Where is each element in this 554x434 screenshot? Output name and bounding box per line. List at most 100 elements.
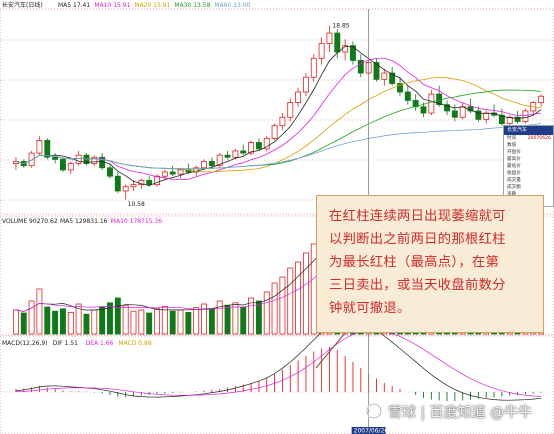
data-window-key: 开盘价 [507, 150, 521, 155]
data-window-rows: 时间 20070626 数值开盘价最高价最低价收盘价成交量成交额涨跌 [504, 135, 553, 198]
data-window-value: 20070626 [527, 136, 551, 141]
annotation-line: 为最长红柱（最高点），在第 [329, 255, 500, 270]
candle-body-40 [326, 32, 333, 44]
candle-body-50 [404, 91, 411, 101]
volume-bar-18 [154, 308, 160, 335]
snowball-logo-icon [366, 403, 382, 419]
candle-body-15 [130, 184, 137, 188]
data-window-key: 数值 [507, 143, 517, 148]
candle-body-57 [459, 106, 466, 118]
volume-bar-29 [240, 306, 247, 335]
candle-body-43 [350, 45, 356, 61]
candle-body-13 [114, 175, 121, 192]
candle-body-46 [373, 62, 380, 80]
candle-body-38 [310, 57, 317, 78]
data-window-row: 时间 20070626 [504, 135, 553, 142]
annotation-line: 三日卖出，或当天收盘前数分 [329, 278, 506, 293]
candle-body-25 [208, 161, 215, 167]
macd-legend-item-1: DIF 1.51 [53, 340, 78, 347]
ma5-line [15, 46, 542, 186]
macd-legend-item-2: DEA 1.66 [86, 340, 114, 347]
volume-bar-3 [36, 288, 43, 335]
volume-bar-32 [263, 291, 270, 335]
candle-body-48 [389, 72, 396, 84]
data-window-row: 成交额 [504, 184, 553, 191]
candle-body-62 [498, 114, 505, 124]
volume-bar-35 [287, 267, 294, 335]
volume-bar-19 [161, 305, 168, 335]
volume-bar-4 [44, 306, 51, 335]
macd-series [0, 317, 554, 401]
candle-body-34 [279, 116, 286, 127]
candle-body-28 [232, 150, 239, 158]
candle-body-24 [201, 161, 207, 169]
candle-body-20 [169, 171, 176, 175]
candle-body-23 [193, 167, 200, 173]
candle-body-9 [83, 154, 90, 164]
candle-body-2 [28, 152, 35, 167]
candle-body-37 [302, 76, 309, 93]
candle-body-16 [138, 180, 145, 186]
candle-body-17 [146, 180, 153, 186]
cursor-date-label: 2007/06/26 [354, 428, 389, 434]
price-low-label: 10.58 [128, 201, 145, 208]
data-window-key: 成交量 [507, 178, 521, 183]
macd-legend-item-3: MACD 0.88 [118, 340, 151, 347]
price-legend-item-1: MA10 15.91 [94, 2, 130, 9]
volume-bar-17 [146, 312, 153, 335]
candle-body-33 [271, 125, 278, 139]
panel-frame-1 [0, 215, 554, 336]
volume-bar-6 [60, 308, 66, 335]
volume-legend: VOLUME 90270.62 MA5 129831.16 MA10 178715.… [2, 218, 162, 225]
candle-body-30 [248, 142, 255, 154]
vol-legend-item-2: MA10 178715.36 [111, 218, 162, 225]
candle-body-53 [428, 93, 435, 114]
candle-body-14 [122, 186, 129, 192]
price-legend-item-0: MA5 17.41 [58, 2, 90, 9]
candle-body-32 [263, 137, 270, 150]
volume-bar-14 [122, 304, 129, 335]
volume-bar-1 [20, 312, 27, 335]
candle-body-55 [444, 104, 450, 112]
volume-bar-24 [201, 303, 207, 335]
volume-bar-25 [208, 308, 215, 335]
candle-body-18 [154, 175, 160, 186]
volume-bar-20 [169, 310, 176, 335]
data-window-panel[interactable]: 长安汽车 时间 20070626 数值开盘价最高价最低价收盘价成交量成交额涨跌 [503, 125, 554, 207]
price-legend-item-2: MA20 15.91 [134, 2, 170, 9]
volume-bar-2 [28, 300, 35, 335]
macd-legend: MACD(12,26,9) DIF 1.51 DEA 1.66 MACD 0.88 [2, 340, 152, 347]
candle-body-6 [60, 158, 66, 171]
candle-body-21 [177, 169, 184, 175]
volume-bar-28 [232, 302, 239, 335]
data-window-row: 收盘价 [504, 170, 553, 177]
candle-body-26 [216, 154, 223, 167]
data-window-row: 最高价 [504, 156, 553, 163]
candle-body-47 [381, 72, 388, 80]
candle-body-56 [451, 110, 458, 118]
volume-bar-8 [75, 303, 82, 335]
candle-body-8 [75, 154, 82, 164]
candle-body-49 [397, 83, 403, 93]
volume-bar-33 [271, 282, 278, 335]
data-window-key: 成交额 [507, 185, 521, 190]
price-legend-item-3: MA30 13.58 [174, 2, 210, 9]
candle-body-4 [44, 140, 51, 158]
volume-bar-15 [130, 310, 137, 335]
annotation-line: 钟就可撤退。 [329, 301, 411, 316]
candle-body-64 [514, 116, 521, 122]
data-window-row: 数值 [504, 142, 553, 149]
volume-bar-11 [99, 306, 106, 335]
volume-bar-0 [12, 309, 19, 335]
volume-bar-37 [302, 252, 309, 335]
cursor-date-tag [351, 427, 386, 434]
candle-body-65 [522, 110, 529, 122]
volume-bar-12 [107, 302, 113, 335]
candle-body-12 [107, 167, 113, 177]
vol-legend-item-1: MA5 129831.16 [60, 218, 108, 225]
candle-body-10 [91, 156, 98, 164]
annotation-line: 在红柱连续两日出现萎缩就可 [329, 209, 506, 224]
data-window-row: 最低价 [504, 163, 553, 170]
candle-body-63 [506, 116, 513, 124]
panel-frame-2 [0, 335, 554, 434]
